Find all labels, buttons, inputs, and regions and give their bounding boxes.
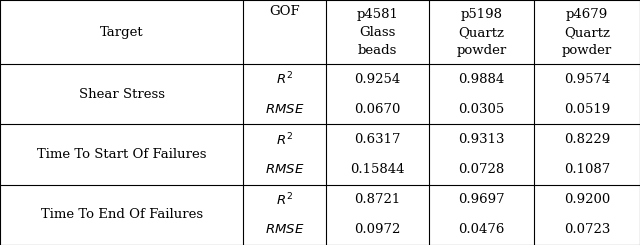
- Text: 0.6317: 0.6317: [355, 133, 401, 146]
- Text: 0.9697: 0.9697: [458, 193, 505, 206]
- Text: 0.15844: 0.15844: [350, 163, 405, 176]
- Text: 0.9200: 0.9200: [564, 193, 611, 206]
- Text: 0.9574: 0.9574: [564, 73, 611, 86]
- Text: 0.8721: 0.8721: [355, 193, 401, 206]
- Text: 0.0670: 0.0670: [355, 103, 401, 116]
- Text: p4679: p4679: [566, 8, 609, 21]
- Text: 0.0723: 0.0723: [564, 223, 611, 236]
- Text: 0.9254: 0.9254: [355, 73, 401, 86]
- Text: Quartz: Quartz: [459, 26, 504, 39]
- Text: 0.9313: 0.9313: [458, 133, 505, 146]
- Text: 0.9884: 0.9884: [458, 73, 505, 86]
- Text: $R^2$: $R^2$: [276, 71, 293, 87]
- Text: 0.0728: 0.0728: [458, 163, 505, 176]
- Text: powder: powder: [456, 44, 507, 57]
- Text: beads: beads: [358, 44, 397, 57]
- Text: $RMSE$: $RMSE$: [265, 223, 305, 236]
- Text: 0.0305: 0.0305: [458, 103, 505, 116]
- Text: Time To Start Of Failures: Time To Start Of Failures: [37, 148, 206, 161]
- Text: $RMSE$: $RMSE$: [265, 103, 305, 116]
- Text: $R^2$: $R^2$: [276, 192, 293, 208]
- Text: p4581: p4581: [356, 8, 399, 21]
- Text: Time To End Of Failures: Time To End Of Failures: [40, 208, 203, 221]
- Text: Target: Target: [100, 25, 143, 39]
- Text: 0.0476: 0.0476: [458, 223, 505, 236]
- Text: $R^2$: $R^2$: [276, 131, 293, 148]
- Text: Shear Stress: Shear Stress: [79, 88, 164, 101]
- Text: p5198: p5198: [461, 8, 502, 21]
- Text: Glass: Glass: [360, 26, 396, 39]
- Text: $RMSE$: $RMSE$: [265, 163, 305, 176]
- Text: powder: powder: [562, 44, 612, 57]
- Text: 0.1087: 0.1087: [564, 163, 611, 176]
- Text: 0.8229: 0.8229: [564, 133, 611, 146]
- Text: GOF: GOF: [269, 5, 300, 18]
- Text: Quartz: Quartz: [564, 26, 610, 39]
- Text: 0.0972: 0.0972: [355, 223, 401, 236]
- Text: 0.0519: 0.0519: [564, 103, 611, 116]
